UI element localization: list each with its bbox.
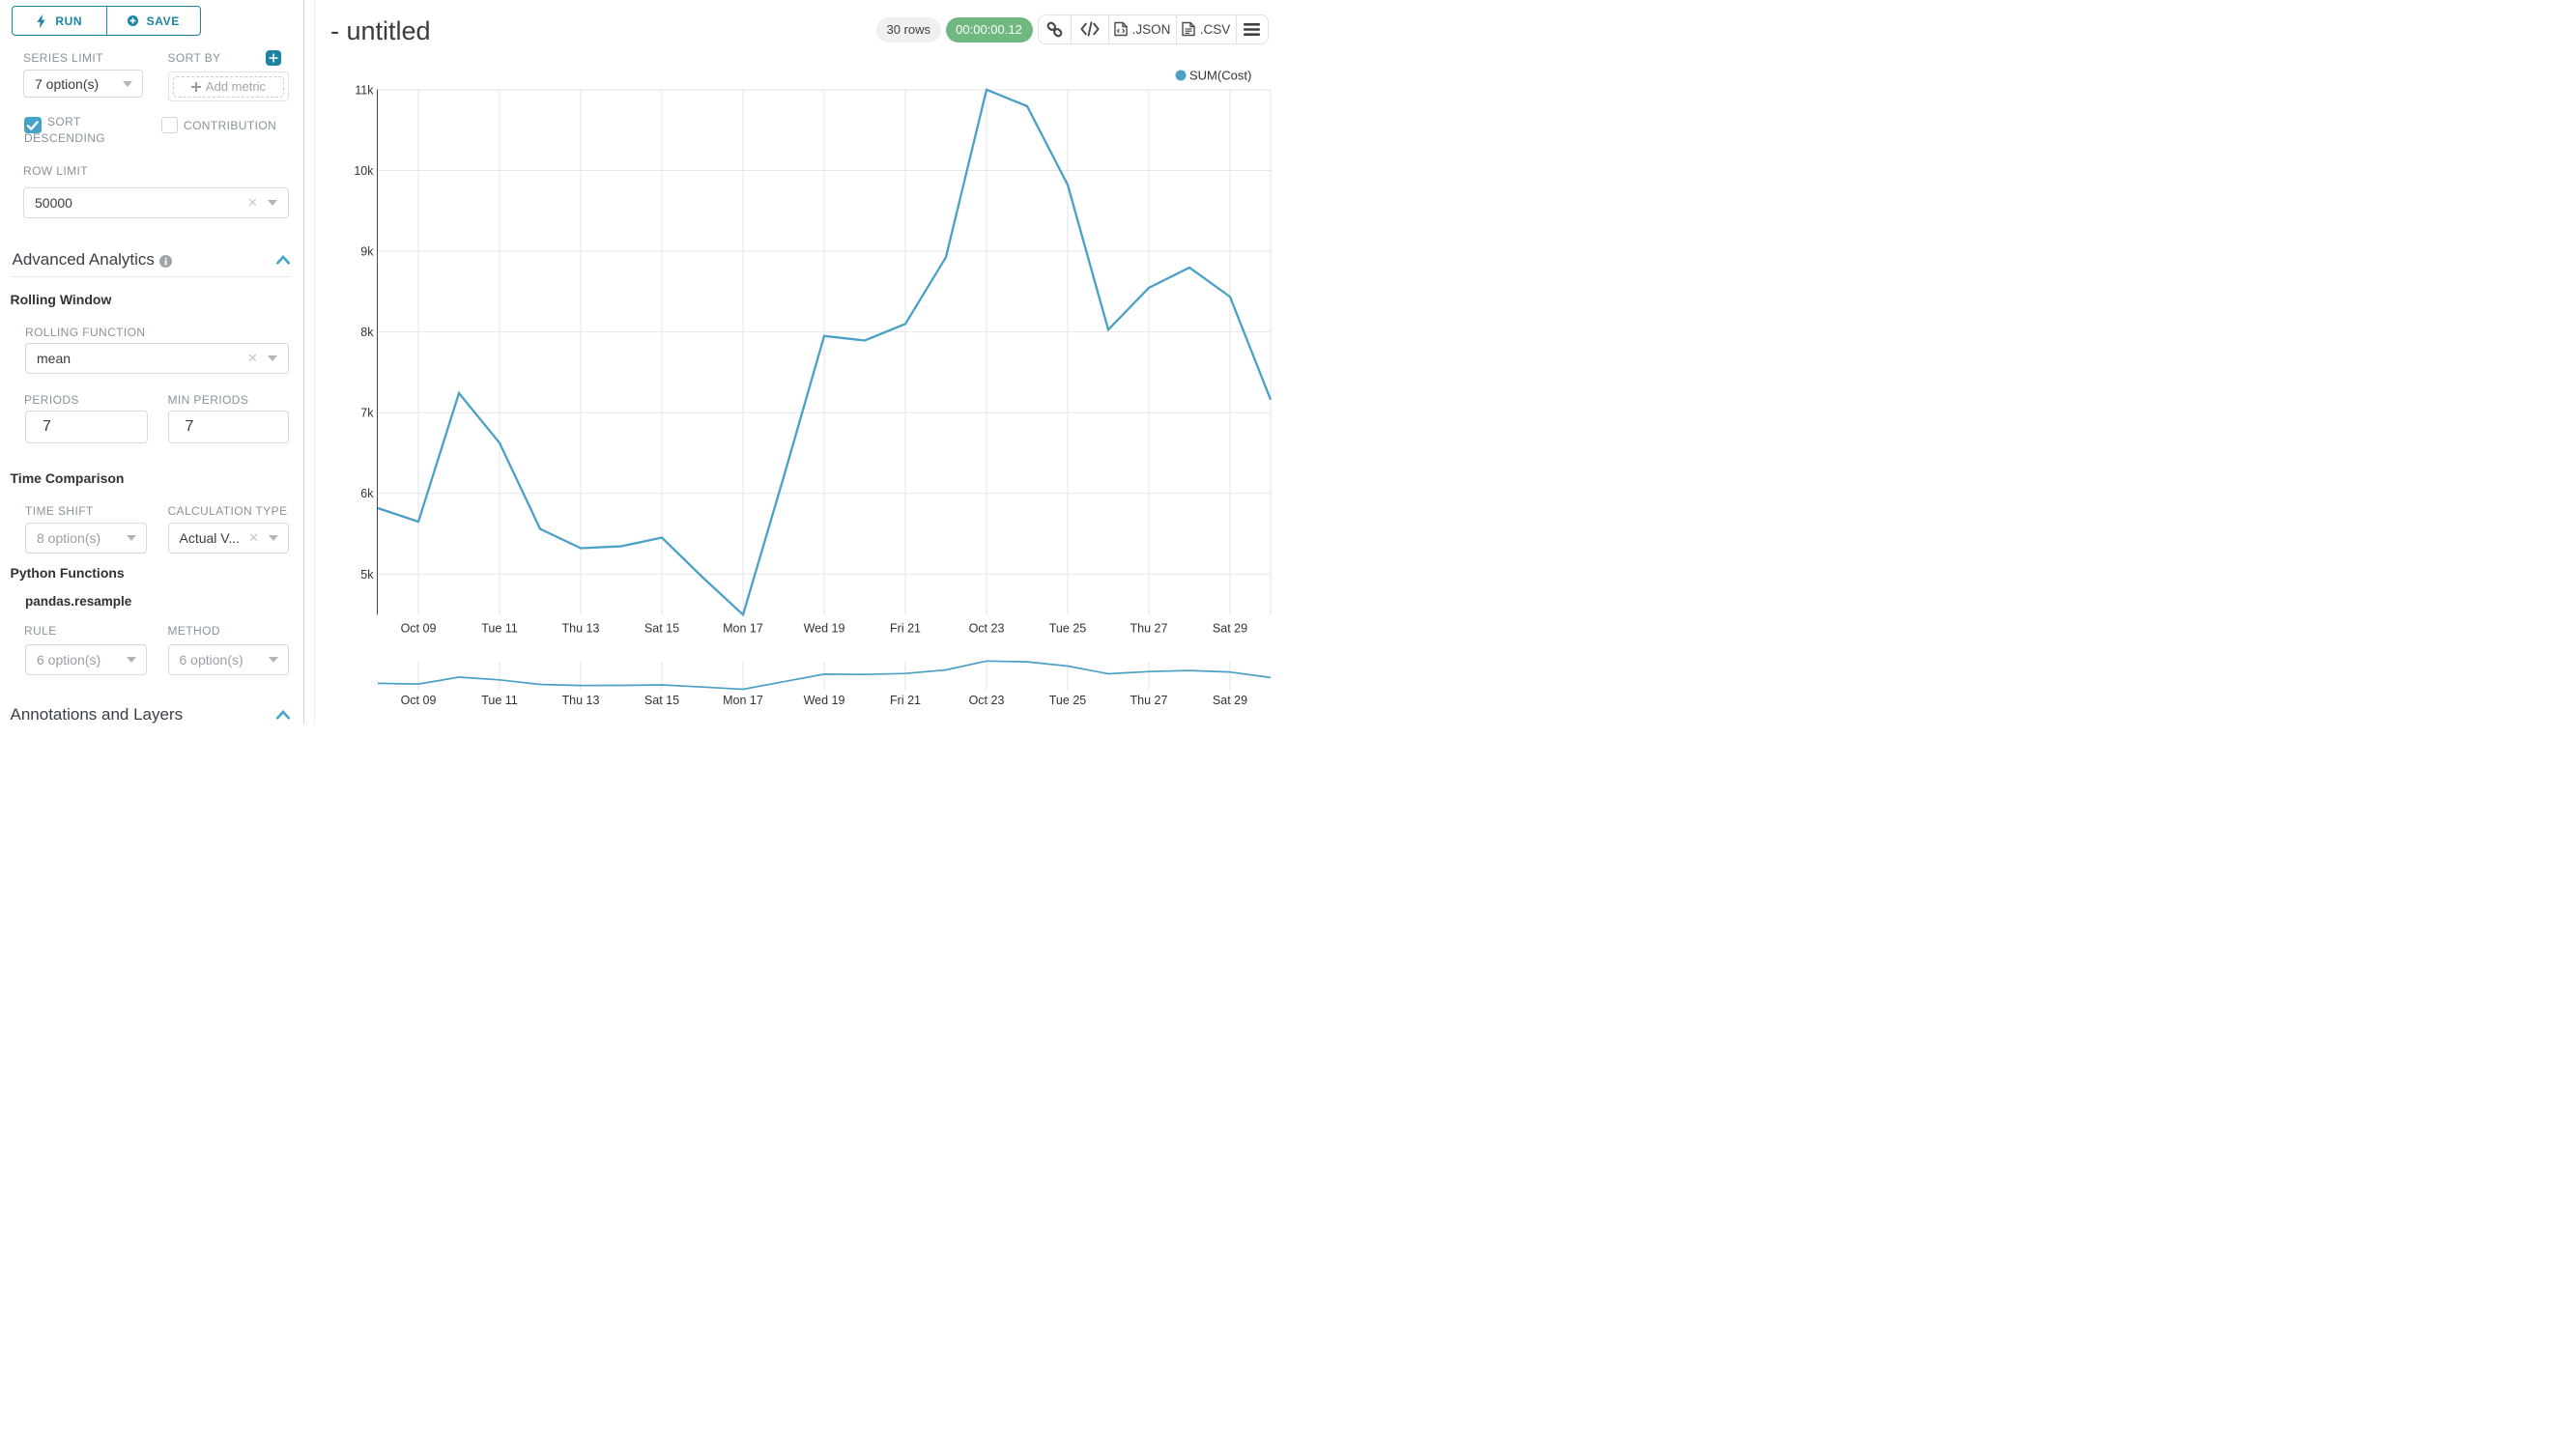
svg-text:Tue 11: Tue 11 [481,622,518,636]
svg-text:Fri 21: Fri 21 [890,694,921,707]
svg-text:Sat 29: Sat 29 [1213,694,1247,707]
svg-text:Mon 17: Mon 17 [723,694,763,707]
svg-text:7k: 7k [360,407,374,420]
svg-text:Sat 29: Sat 29 [1213,622,1247,636]
svg-text:Tue 11: Tue 11 [481,694,518,707]
svg-text:Oct 09: Oct 09 [401,694,437,707]
svg-text:Thu 13: Thu 13 [562,622,600,636]
svg-text:8k: 8k [360,326,374,339]
svg-text:Fri 21: Fri 21 [890,622,921,636]
svg-text:11k: 11k [355,84,374,98]
svg-text:Oct 23: Oct 23 [969,694,1005,707]
svg-text:Oct 09: Oct 09 [401,622,437,636]
svg-text:Tue 25: Tue 25 [1049,622,1087,636]
svg-text:Thu 27: Thu 27 [1131,622,1168,636]
svg-text:Oct 23: Oct 23 [969,622,1005,636]
svg-text:5k: 5k [360,568,374,582]
svg-text:Thu 13: Thu 13 [562,694,600,707]
svg-text:6k: 6k [360,487,374,500]
svg-text:Wed 19: Wed 19 [804,694,845,707]
svg-text:Sat 15: Sat 15 [644,622,679,636]
svg-text:Tue 25: Tue 25 [1049,694,1087,707]
svg-text:Thu 27: Thu 27 [1131,694,1168,707]
svg-text:9k: 9k [360,245,374,259]
svg-text:Sat 15: Sat 15 [644,694,679,707]
svg-text:SUM(Cost): SUM(Cost) [1189,69,1251,83]
svg-text:10k: 10k [354,164,374,178]
svg-text:Mon 17: Mon 17 [723,622,763,636]
svg-text:Wed 19: Wed 19 [804,622,845,636]
